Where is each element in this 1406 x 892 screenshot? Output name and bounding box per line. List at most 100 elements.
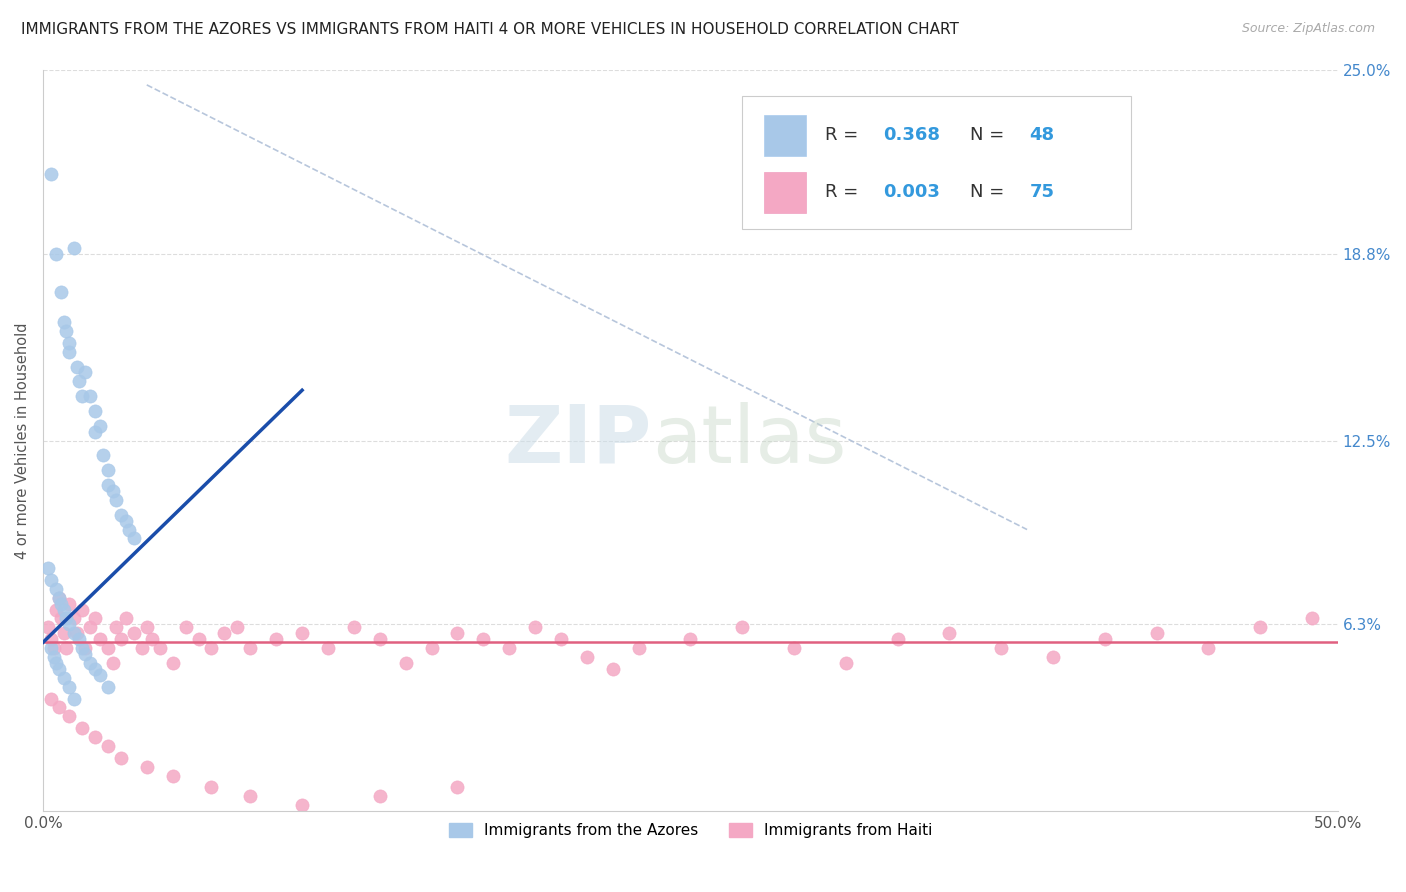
FancyBboxPatch shape xyxy=(742,96,1130,229)
Point xyxy=(122,626,145,640)
Point xyxy=(97,680,120,694)
Point xyxy=(51,611,73,625)
Point xyxy=(200,641,222,656)
Text: R =: R = xyxy=(825,184,865,202)
Point xyxy=(69,375,91,389)
Y-axis label: 4 or more Vehicles in Household: 4 or more Vehicles in Household xyxy=(15,322,30,559)
Point xyxy=(55,324,77,338)
Point xyxy=(97,641,120,656)
Point xyxy=(97,463,120,477)
Point xyxy=(73,366,96,380)
Text: Source: ZipAtlas.com: Source: ZipAtlas.com xyxy=(1241,22,1375,36)
Point xyxy=(84,611,107,625)
Point xyxy=(115,611,138,625)
Point xyxy=(104,492,127,507)
Point xyxy=(39,691,62,706)
Point xyxy=(79,389,101,403)
Point xyxy=(51,285,73,300)
Point xyxy=(446,626,468,640)
Point xyxy=(395,656,418,670)
Point xyxy=(420,641,443,656)
Point xyxy=(135,620,157,634)
Point xyxy=(1301,611,1323,625)
Point xyxy=(627,641,650,656)
Point xyxy=(104,620,127,634)
Point xyxy=(73,641,96,656)
Point xyxy=(575,650,598,665)
Point xyxy=(45,656,67,670)
Point xyxy=(291,626,314,640)
Point xyxy=(58,709,80,723)
Point xyxy=(1249,620,1271,634)
Point xyxy=(84,425,107,439)
Point xyxy=(1042,650,1064,665)
Point xyxy=(58,597,80,611)
Point xyxy=(602,662,624,676)
Point xyxy=(162,656,184,670)
Point xyxy=(66,359,89,374)
Point xyxy=(58,680,80,694)
Point xyxy=(472,632,495,647)
Point xyxy=(783,641,806,656)
Point xyxy=(48,591,70,605)
Text: 75: 75 xyxy=(1029,184,1054,202)
Point xyxy=(45,582,67,596)
Point xyxy=(938,626,960,640)
Point xyxy=(63,626,86,640)
Point xyxy=(52,626,75,640)
Point xyxy=(58,335,80,350)
Point xyxy=(446,780,468,795)
Point xyxy=(162,769,184,783)
Point xyxy=(70,641,93,656)
Point xyxy=(115,514,138,528)
Point xyxy=(55,641,77,656)
Point xyxy=(73,647,96,661)
Point xyxy=(42,650,65,665)
Point xyxy=(149,641,172,656)
Point xyxy=(291,798,314,813)
Point xyxy=(101,656,124,670)
Point xyxy=(89,418,111,433)
Point xyxy=(48,591,70,605)
Point xyxy=(63,241,86,255)
Point xyxy=(84,662,107,676)
Point xyxy=(52,671,75,685)
Point xyxy=(174,620,197,634)
Point xyxy=(214,626,236,640)
Point xyxy=(239,789,262,804)
Point xyxy=(110,632,132,647)
Point xyxy=(51,597,73,611)
FancyBboxPatch shape xyxy=(765,172,806,212)
Text: 0.368: 0.368 xyxy=(883,127,941,145)
Point xyxy=(200,780,222,795)
Point xyxy=(343,620,366,634)
Point xyxy=(131,641,153,656)
Legend: Immigrants from the Azores, Immigrants from Haiti: Immigrants from the Azores, Immigrants f… xyxy=(443,817,938,845)
Point xyxy=(1197,641,1219,656)
Point xyxy=(84,404,107,418)
Point xyxy=(110,508,132,522)
Point xyxy=(97,478,120,492)
Point xyxy=(135,760,157,774)
Point xyxy=(70,389,93,403)
Point xyxy=(79,620,101,634)
Point xyxy=(97,739,120,753)
Point xyxy=(70,721,93,735)
Point xyxy=(52,315,75,329)
Point xyxy=(45,247,67,261)
Text: 0.003: 0.003 xyxy=(883,184,941,202)
Point xyxy=(731,620,754,634)
Point xyxy=(58,617,80,632)
Point xyxy=(52,602,75,616)
Text: IMMIGRANTS FROM THE AZORES VS IMMIGRANTS FROM HAITI 4 OR MORE VEHICLES IN HOUSEH: IMMIGRANTS FROM THE AZORES VS IMMIGRANTS… xyxy=(21,22,959,37)
Point xyxy=(58,344,80,359)
Point xyxy=(524,620,547,634)
Point xyxy=(264,632,287,647)
Point xyxy=(45,602,67,616)
Point xyxy=(550,632,572,647)
Point xyxy=(1146,626,1168,640)
Point xyxy=(66,626,89,640)
Point xyxy=(39,641,62,656)
Point xyxy=(122,532,145,546)
Point xyxy=(79,656,101,670)
